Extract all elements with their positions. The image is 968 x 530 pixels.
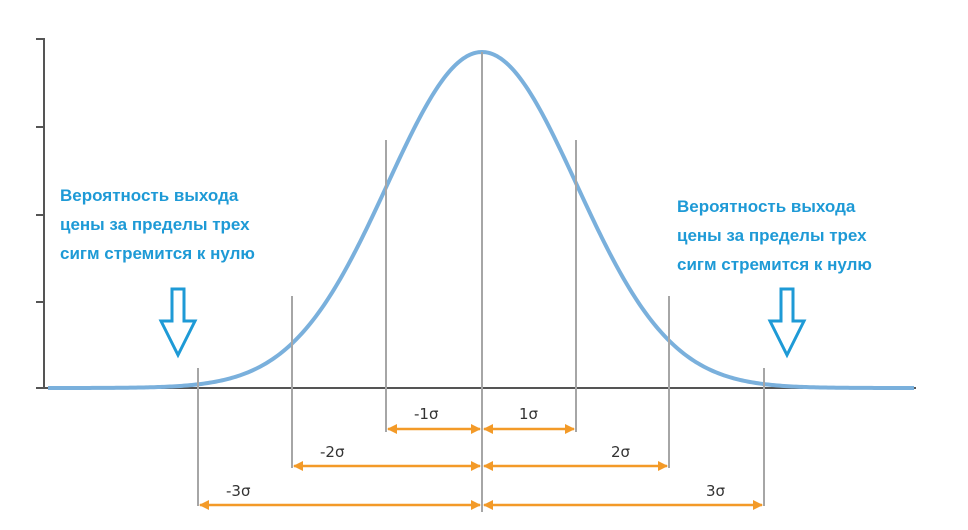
- label-minus-1-sigma: -1σ: [414, 405, 439, 423]
- y-axis: [36, 38, 45, 388]
- annotation-right-line: цены за пределы трех: [677, 226, 867, 245]
- down-arrow-icon: [767, 287, 807, 359]
- sigma-labels: -1σ 1σ -2σ 2σ -3σ 3σ: [226, 405, 726, 500]
- label-minus-3-sigma: -3σ: [226, 482, 251, 500]
- annotation-right-line: сигм стремится к нулю: [677, 255, 872, 274]
- label-plus-3-sigma: 3σ: [706, 482, 726, 500]
- annotation-right: Вероятность выхода цены за пределы трех …: [677, 192, 872, 279]
- annotation-left-line: Вероятность выхода: [60, 186, 239, 205]
- label-plus-2-sigma: 2σ: [611, 443, 631, 461]
- label-plus-1-sigma: 1σ: [519, 405, 539, 423]
- annotation-left-line: цены за пределы трех: [60, 215, 250, 234]
- annotation-right-line: Вероятность выхода: [677, 197, 856, 216]
- annotation-left-line: сигм стремится к нулю: [60, 244, 255, 263]
- sigma-lines: [197, 52, 765, 512]
- range-arrows: [199, 424, 763, 510]
- annotation-left: Вероятность выхода цены за пределы трех …: [60, 181, 255, 268]
- down-arrow-icon: [158, 287, 198, 359]
- label-minus-2-sigma: -2σ: [320, 443, 345, 461]
